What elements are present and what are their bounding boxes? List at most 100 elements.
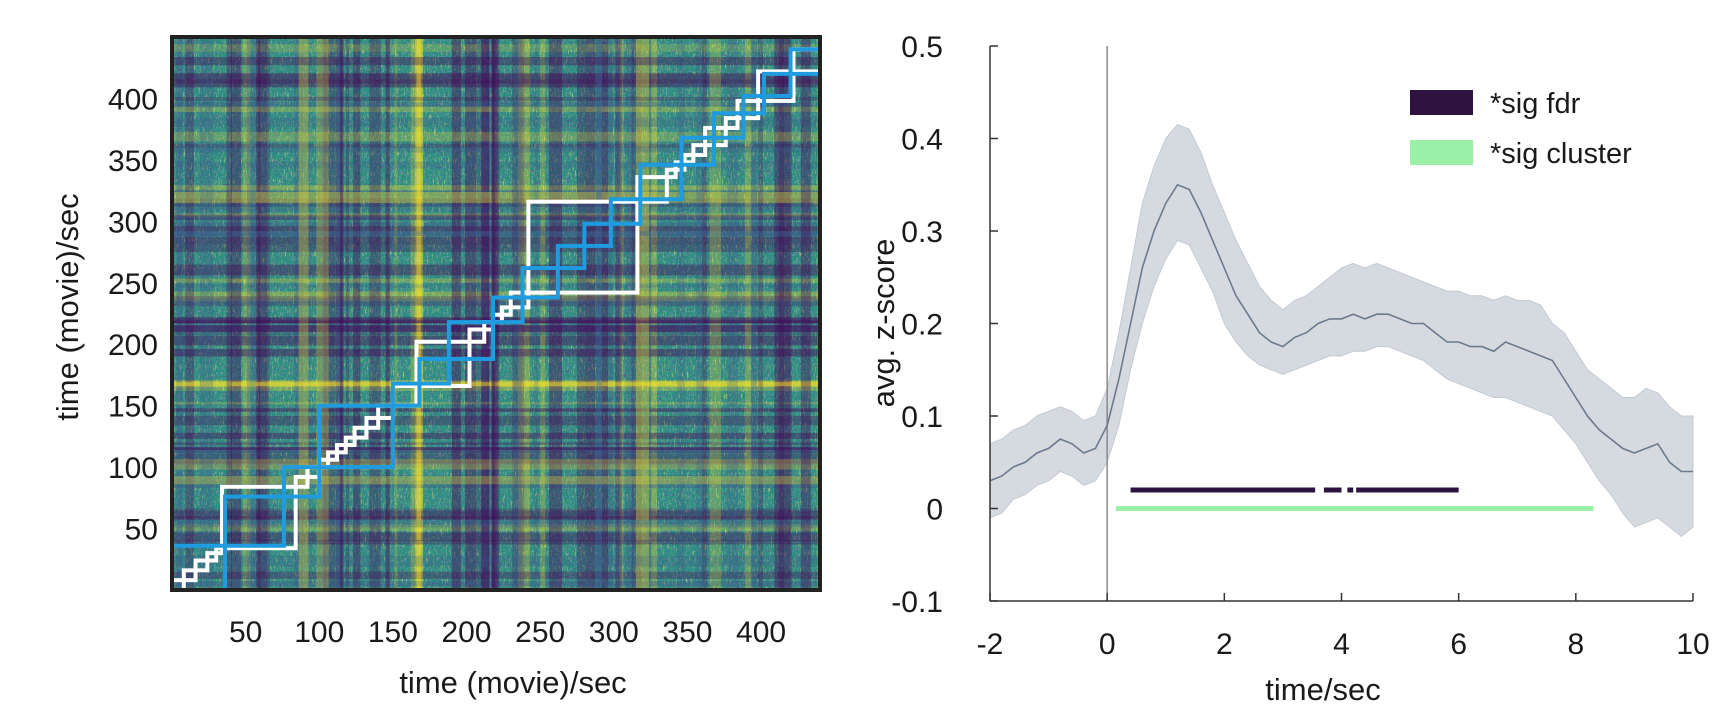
heatmap-band — [335, 37, 344, 590]
heatmap-band — [631, 37, 642, 590]
heatmap-event-boundaries — [172, 47, 820, 590]
heatmap-band — [199, 37, 214, 590]
heatmap-band — [172, 73, 820, 81]
line-y-tick-label: 0.1 — [901, 401, 943, 434]
line-panel: -2 0 2 4 6 8 10 -0.100.10.20.30.40.5 time/sec … — [866, 31, 1710, 707]
heatmap-band — [774, 37, 784, 590]
blue-boundary-square — [520, 266, 560, 300]
heatmap-band — [172, 474, 820, 482]
blue-boundary-square — [788, 47, 820, 76]
heatmap-band — [783, 37, 791, 590]
blue-boundary-square — [491, 295, 525, 325]
heatmap-band — [650, 37, 658, 590]
heatmap-band — [172, 447, 820, 450]
heatmap-band — [230, 37, 241, 590]
heatmap-band — [172, 131, 820, 142]
blue-boundary-square — [608, 197, 643, 226]
heatmap-band — [172, 581, 820, 587]
heatmap-band — [172, 161, 820, 169]
heatmap-band — [172, 408, 820, 412]
heatmap-y-tick-label: 100 — [108, 452, 158, 485]
heatmap-band — [476, 37, 490, 590]
heatmap-band — [172, 57, 820, 66]
white-boundary-square — [181, 568, 198, 583]
white-boundary-square — [364, 415, 381, 430]
heatmap-band — [172, 96, 820, 101]
white-boundary-square — [664, 167, 678, 180]
heatmap-band — [172, 226, 820, 232]
legend-label-sig-fdr: *sig fdr — [1490, 88, 1581, 120]
heatmap-band — [323, 37, 335, 590]
heatmap-band — [702, 37, 707, 590]
heatmap-y-tick-label: 50 — [125, 514, 158, 547]
legend-label-sig-cluster: *sig cluster — [1490, 138, 1632, 170]
heatmap-band — [596, 37, 603, 590]
heatmap-band — [172, 278, 820, 283]
heatmap-band — [172, 101, 820, 108]
heatmap-band — [696, 37, 704, 590]
heatmap-y-tick-label: 200 — [108, 329, 158, 362]
heatmap-x-tick-label: 300 — [589, 616, 639, 649]
heatmap-band — [294, 37, 304, 590]
line-x-tick-label: 6 — [1450, 628, 1467, 661]
heatmap-band — [481, 37, 490, 590]
heatmap-band — [172, 442, 820, 445]
heatmap-band — [709, 37, 721, 590]
blue-boundary-square — [223, 494, 286, 548]
heatmap-frame — [170, 35, 822, 592]
heatmap-band — [172, 117, 820, 127]
heatmap-band — [172, 480, 820, 489]
heatmap-band — [172, 284, 820, 288]
heatmap-band — [172, 539, 820, 545]
white-boundary-square — [220, 484, 298, 551]
white-boundary-square — [499, 305, 513, 317]
heatmap-band — [512, 37, 525, 590]
heatmap-band — [172, 146, 820, 153]
heatmap-band — [172, 198, 820, 207]
white-boundary-square — [326, 450, 339, 462]
heatmap-x-tick-label: 150 — [368, 616, 418, 649]
heatmap-band — [172, 236, 820, 245]
mean-line — [989, 183, 1693, 482]
blue-boundary-square — [317, 403, 395, 470]
white-boundary-square — [293, 474, 310, 489]
heatmap-band — [172, 447, 820, 454]
heatmap-band — [335, 37, 343, 590]
heatmap-band — [298, 37, 309, 590]
heatmap-x-tick-label: 400 — [736, 616, 786, 649]
heatmap-band — [242, 37, 251, 590]
heatmap-y-ticks: 50 100 150 200 250 300 350 400 — [108, 83, 158, 546]
heatmap-band — [172, 215, 820, 221]
heatmap-band — [226, 37, 232, 590]
white-boundary-square — [352, 425, 369, 440]
heatmap-band — [172, 380, 820, 388]
heatmap-band — [451, 37, 461, 590]
blue-boundary-square — [741, 93, 767, 116]
heatmap-y-axis-label: time (movie)/sec — [50, 193, 85, 420]
heatmap-band — [172, 191, 820, 203]
blue-boundary-square — [582, 221, 613, 248]
legend-swatch-sig-cluster — [1410, 140, 1473, 165]
white-boundary-square — [756, 69, 796, 103]
white-boundary-square — [635, 175, 669, 204]
error-band — [989, 124, 1694, 537]
heatmap-x-tick-label: 100 — [294, 616, 344, 649]
line-y-tick-label: 0.4 — [901, 124, 943, 157]
white-boundary-square — [414, 339, 472, 389]
heatmap-x-tick-label: 250 — [515, 616, 565, 649]
heatmap-band — [172, 264, 820, 276]
heatmap-y-tick-label: 300 — [108, 206, 158, 239]
heatmap-band — [172, 459, 820, 470]
line-x-tick-label: 8 — [1567, 628, 1584, 661]
blue-boundary-square — [172, 543, 228, 590]
heatmap-band — [172, 382, 820, 387]
heatmap-band — [615, 37, 622, 590]
line-y-tick-label: 0.2 — [901, 309, 943, 342]
heatmap-band — [172, 508, 820, 518]
line-y-tick-label: 0 — [926, 494, 943, 527]
white-boundary-square — [526, 199, 640, 295]
heatmap-y-tick-label: 400 — [108, 83, 158, 116]
heatmap-band — [585, 37, 596, 590]
heatmap-band — [750, 37, 757, 590]
